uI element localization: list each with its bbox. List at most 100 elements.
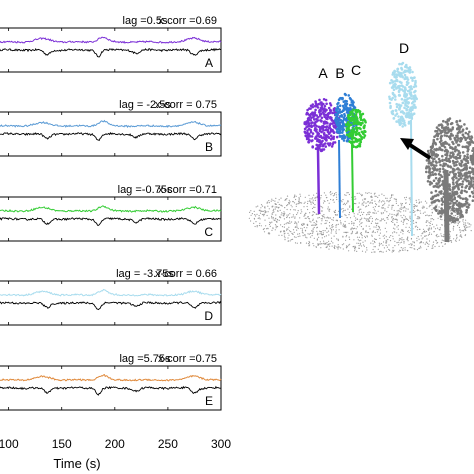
ground-point	[308, 194, 310, 196]
ground-point	[311, 207, 314, 210]
ground-point	[341, 215, 343, 217]
ground-point	[374, 200, 376, 202]
canopy-point	[351, 131, 354, 134]
ground-point	[297, 233, 299, 235]
ground-point	[403, 214, 405, 216]
ground-point	[426, 242, 428, 245]
canopy-point	[458, 172, 461, 175]
ground-point	[384, 234, 386, 236]
ground-point	[344, 226, 346, 228]
canopy-point	[459, 125, 462, 129]
ground-point	[344, 194, 346, 196]
ground-point	[309, 244, 311, 246]
canopy-point	[360, 135, 363, 139]
canopy-point	[434, 154, 437, 158]
ground-point	[430, 214, 432, 217]
ground-point	[359, 224, 361, 226]
canopy-point	[358, 110, 362, 113]
canopy-point	[342, 139, 346, 142]
ground-point	[439, 227, 441, 229]
canopy-point	[430, 197, 434, 201]
ground-point	[353, 224, 355, 226]
ground-point	[414, 210, 416, 212]
ground-point	[379, 220, 381, 222]
ground-point	[333, 194, 336, 196]
ground-point	[464, 228, 466, 230]
ground-point	[427, 245, 429, 247]
ground-point	[291, 233, 294, 235]
canopy-point	[398, 93, 401, 97]
ground-point	[414, 205, 416, 207]
ground-point	[284, 198, 287, 200]
canopy-point	[392, 117, 396, 120]
ground-point	[342, 203, 344, 205]
ground-point	[323, 214, 325, 216]
ground-point	[287, 232, 289, 234]
arrow	[400, 138, 432, 160]
ground-point	[441, 224, 443, 226]
ground-point	[413, 245, 415, 247]
ground-point	[372, 206, 374, 208]
ground-point	[268, 200, 270, 202]
ground-point	[418, 238, 420, 240]
canopy-point	[446, 128, 449, 131]
ground-point	[378, 242, 380, 244]
ground-point	[331, 225, 333, 227]
ground-point	[363, 201, 365, 203]
ground-point	[294, 194, 296, 196]
ground-point	[392, 232, 394, 234]
ground-point	[430, 228, 432, 230]
ground-point	[357, 206, 359, 208]
canopy-point	[454, 160, 458, 164]
canopy-point	[319, 142, 323, 146]
canopy-point	[354, 109, 358, 113]
ground-point	[347, 201, 349, 203]
ground-point	[313, 194, 315, 196]
canopy-point	[448, 136, 452, 140]
ground-point	[371, 220, 373, 222]
ground-point	[310, 221, 312, 223]
ground-point	[344, 231, 347, 233]
ground-point	[305, 217, 307, 219]
ground-point	[395, 215, 398, 217]
ground-point	[304, 234, 306, 237]
ground-point	[356, 231, 358, 233]
ground-point	[460, 235, 462, 237]
ground-point	[424, 235, 426, 237]
ground-point	[312, 214, 314, 216]
canopy-point	[394, 109, 398, 112]
ground-point	[407, 236, 409, 238]
canopy-point	[434, 129, 437, 133]
x-tick-label: 300	[211, 437, 231, 451]
ground-point	[449, 223, 451, 225]
ground-point	[361, 195, 363, 197]
canopy-point	[339, 96, 343, 100]
canopy-point	[326, 142, 330, 145]
ground-point	[392, 204, 394, 206]
canopy-point	[326, 128, 330, 132]
ground-point	[313, 222, 315, 224]
canopy-point	[413, 90, 416, 94]
canopy-point	[427, 174, 431, 178]
ground-point	[327, 230, 330, 232]
ground-point	[352, 222, 354, 224]
ground-point	[299, 193, 301, 195]
canopy-point	[468, 175, 472, 178]
canopy-point	[399, 104, 403, 107]
ground-point	[272, 218, 274, 220]
canopy-point	[450, 215, 453, 219]
canopy-point	[393, 70, 396, 74]
ground-point	[290, 239, 292, 241]
ground-point	[373, 246, 375, 248]
panel-a: lag =0.5sx-corr =0.69A	[0, 15, 222, 73]
panel-letter: E	[205, 394, 213, 408]
canopy-point	[444, 148, 448, 152]
canopy-point	[315, 128, 318, 131]
ground-point	[314, 199, 316, 201]
ground-point	[399, 242, 401, 244]
canopy-point	[449, 145, 452, 149]
canopy-point	[347, 126, 350, 129]
ground-point	[431, 245, 433, 247]
ground-point	[320, 218, 322, 220]
ground-point	[372, 248, 374, 251]
